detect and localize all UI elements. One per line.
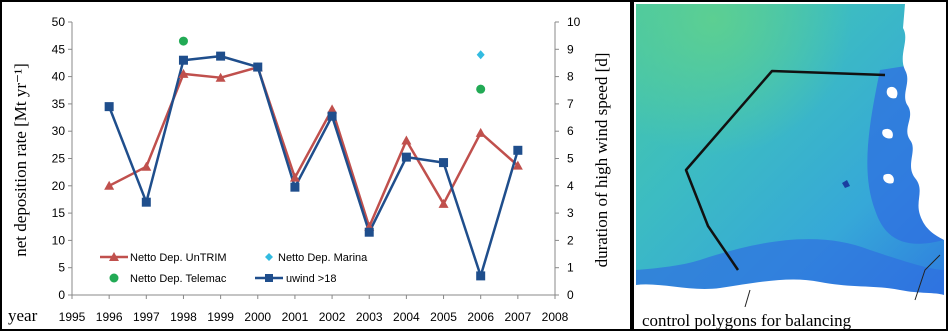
y-tick-label: 35 [52,97,66,111]
x-tick-label: 2006 [467,310,494,324]
legend-triangle-marker [109,252,119,261]
y-tick-label: 20 [52,179,66,193]
y2-tick-label: 7 [567,97,574,111]
x-tick-label: 2000 [244,310,271,324]
island [882,128,893,139]
land-east [902,4,944,240]
legend-label-marina: Netto Dep. Marina [278,252,368,264]
uwind-point [439,158,449,168]
line-chart: 1995 1996 1997 1998 1999 2000 2001 2002 2003 2004… [8,15,611,325]
x-tick-label: 2007 [504,310,531,324]
untrim-point [289,172,300,182]
x-tick-label: 2008 [542,310,569,324]
legend-entry-uwind: uwind >18 [255,273,336,285]
map [636,4,944,307]
y-tick-label: 5 [58,261,65,275]
uwind-point [253,62,263,72]
x-tick-labels: 1995 1996 1997 1998 1999 2000 2001 2002 2003 2004… [59,295,569,324]
x-tick-label: 1996 [96,310,123,324]
y-tick-labels: 0 5 10 15 20 25 30 35 40 45 50 [52,15,72,302]
untrim-point [178,68,189,78]
y2-tick-label: 1 [567,261,574,275]
y-tick-label: 40 [52,70,66,84]
untrim-point [141,161,152,171]
legend-circle-marker [109,273,119,283]
y-tick-label: 50 [52,15,66,29]
series-line-3 [107,54,520,278]
chart-frame [0,0,632,331]
legend-diamond-marker [265,253,273,261]
x-tick-label: 2001 [282,310,309,324]
y-tick-label: 0 [58,288,65,302]
y-tick-label: 25 [52,152,66,166]
river [914,254,941,301]
island [842,180,850,188]
control-polygon [684,69,886,271]
island [883,173,894,184]
uwind-point [178,55,188,65]
legend: Netto Dep. UnTRIM Netto Dep. Marina Nett… [100,252,368,285]
land-south [636,279,944,307]
y2-tick-label: 0 [567,288,574,302]
y2-tick-labels: 0 1 2 3 4 5 6 7 8 9 10 [555,15,581,302]
untrim-point [475,127,486,137]
legend-label-telemac: Netto Dep. Telemac [130,273,227,285]
legend-label-uwind: uwind >18 [286,273,336,285]
island [886,86,898,99]
river [744,289,751,307]
untrim-point [438,198,449,208]
uwind-point [327,111,337,121]
y2-tick-label: 2 [567,233,574,247]
x-tick-label: 1998 [170,310,197,324]
uwind-point [290,182,300,192]
y2-tick-label: 5 [567,152,574,166]
uwind-point [513,145,523,155]
series-lines [107,54,520,278]
y-axis-label: net deposition rate [Mt yr⁻¹] [11,63,30,256]
untrim-point [401,135,412,145]
y2-axis-label: duration of high wind speed [d] [592,53,611,268]
y2-tick-label: 10 [567,15,581,29]
x-tick-label: 2002 [319,310,346,324]
y-tick-label: 45 [52,42,66,56]
y-tick-label: 30 [52,124,66,138]
x-tick-label: 1997 [133,310,160,324]
uwind-point [104,102,114,112]
y2-tick-label: 9 [567,42,574,56]
untrim-point [104,180,115,190]
y2-tick-label: 8 [567,70,574,84]
legend-label-untrim: Netto Dep. UnTRIM [130,252,227,264]
x-tick-label: 2003 [356,310,383,324]
telemac-point [178,36,188,46]
telemac-point [476,84,486,94]
uwind-point [476,271,486,281]
y-tick-label: 10 [52,233,66,247]
untrim-point [215,72,226,82]
x-tick-label: 2004 [393,310,420,324]
y2-tick-label: 3 [567,206,574,220]
series-markers [104,36,523,281]
uwind-point [141,197,151,207]
uwind-point [401,152,411,162]
uwind-point [364,227,374,237]
legend-entry-untrim: Netto Dep. UnTRIM [100,252,227,264]
x-tick-label: 1995 [59,310,86,324]
legend-entry-marina: Netto Dep. Marina [265,252,368,264]
untrim-point [512,160,523,170]
x-tick-label: 1999 [207,310,234,324]
legend-entry-telemac: Netto Dep. Telemac [109,273,227,285]
legend-square-marker [265,274,273,282]
x-tick-label: 2005 [430,310,457,324]
untrim-point [327,104,338,114]
marina-point [476,50,485,60]
map-caption: control polygons for balancing [642,311,852,330]
y2-tick-label: 6 [567,124,574,138]
y2-tick-label: 4 [567,179,574,193]
x-axis-label: year [8,306,38,325]
y-tick-label: 15 [52,206,66,220]
uwind-point [216,51,226,61]
series-line-0 [108,66,519,228]
